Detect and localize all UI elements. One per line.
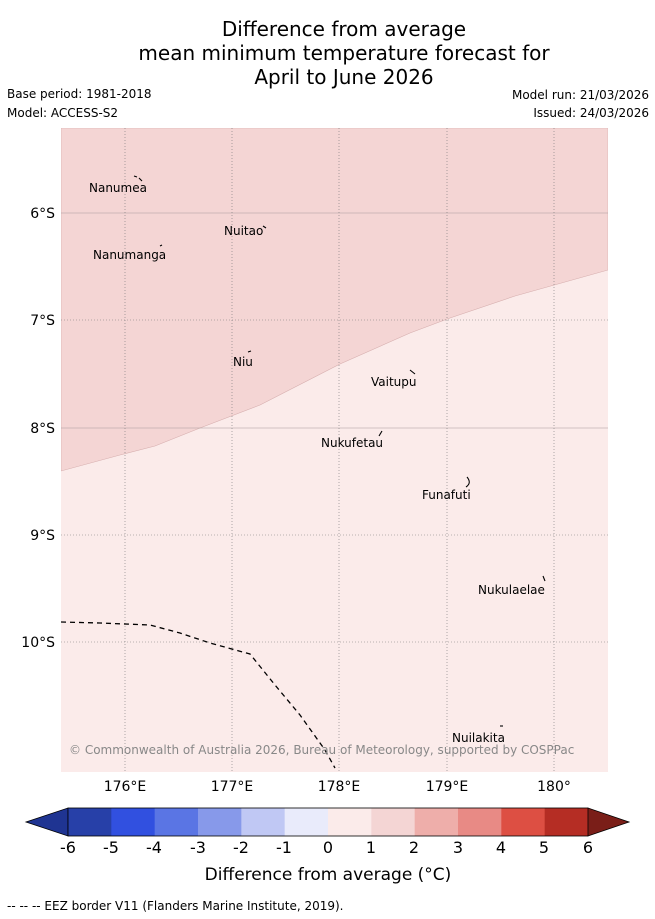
- model-name: Model: ACCESS-S2: [7, 106, 119, 120]
- colorbar-segment: [458, 808, 502, 836]
- title-line-1: Difference from average: [221, 17, 467, 41]
- colorbar-tick: -6: [60, 838, 76, 857]
- lon-label: 177°E: [211, 779, 254, 795]
- colorbar-segment: [284, 808, 329, 836]
- island-label: Nanumanga: [93, 248, 166, 262]
- colorbar-tick: 3: [452, 838, 464, 857]
- nanumanga-shape: [159, 244, 163, 247]
- colorbar-tick: -1: [276, 838, 292, 857]
- chart-title: Difference from average mean minimum tem…: [0, 17, 655, 89]
- colorbar-tick: -4: [146, 838, 162, 857]
- lat-label: 7°S: [30, 313, 55, 329]
- island-label: Nukulaelae: [478, 583, 545, 597]
- colorbar-segments: [68, 808, 589, 836]
- title-line-2: mean minimum temperature forecast for: [138, 41, 550, 65]
- copyright-notice: © Commonwealth of Australia 2026, Bureau…: [69, 743, 574, 757]
- eez-legend: -- -- -- EEZ border V11 (Flanders Marine…: [7, 899, 344, 913]
- lon-label: 179°E: [426, 779, 469, 795]
- lat-gridlines-solid: [61, 212, 608, 429]
- nukulaelae-shape: [542, 575, 546, 582]
- island-label: Niu: [233, 355, 253, 369]
- colorbar-segment: [241, 808, 286, 836]
- model-run: Model run: 21/03/2026: [511, 88, 649, 102]
- lat-label: 10°S: [21, 635, 55, 651]
- nanumea-shape: [133, 175, 143, 182]
- island-label: Nuilakita: [452, 731, 505, 745]
- colorbar-segment: [501, 808, 546, 836]
- island-label: Vaitupu: [371, 375, 417, 389]
- island-label: Nanumea: [89, 181, 147, 195]
- colorbar-tick: -2: [233, 838, 249, 857]
- nukufetau-shape: [378, 430, 383, 437]
- niu-shape: [247, 350, 252, 353]
- anomaly-region-1-2: [61, 128, 608, 472]
- eez-border: [61, 621, 336, 769]
- colorbar-segment: [544, 808, 589, 836]
- nuitao-shape: [262, 225, 267, 229]
- dotted-gridlines: [61, 128, 608, 772]
- issued-date: Issued: 24/03/2026: [533, 106, 649, 120]
- colorbar-segment: [68, 808, 112, 836]
- colorbar-tick: -3: [190, 838, 206, 857]
- lon-label: 178°E: [318, 779, 361, 795]
- colorbar-tick: -5: [103, 838, 119, 857]
- colorbar-segment: [414, 808, 459, 836]
- colorbar-segment: [154, 808, 199, 836]
- lon-label: 176°E: [104, 779, 147, 795]
- colorbar-tick: 2: [408, 838, 420, 857]
- colorbar-segment: [198, 808, 242, 836]
- island-shapes: [133, 175, 546, 727]
- colorbar: [24, 807, 631, 837]
- colorbar-arrow-high: [587, 807, 631, 837]
- colorbar-title: Difference from average (°C): [204, 865, 452, 885]
- colorbar-tick: 6: [582, 838, 594, 857]
- colorbar-tick: 5: [538, 838, 550, 857]
- lat-label: 6°S: [30, 206, 55, 222]
- colorbar-tick: 0: [322, 838, 334, 857]
- base-period: Base period: 1981-2018: [7, 87, 152, 101]
- lat-label: 8°S: [30, 421, 55, 437]
- colorbar-segment: [371, 808, 416, 836]
- colorbar-segment: [328, 808, 372, 836]
- lat-label: 9°S: [30, 528, 55, 544]
- colorbar-outline: [67, 807, 589, 837]
- lon-label: 180°: [537, 779, 571, 795]
- map-area: Nanumea Nuitao Nanumanga Niu Vaitupu Nuk…: [61, 128, 608, 772]
- vaitupu-shape: [409, 369, 416, 375]
- island-label: Nuitao: [224, 224, 263, 238]
- funafuti-shape: [465, 476, 470, 488]
- colorbar-segment: [111, 808, 156, 836]
- island-label: Funafuti: [422, 488, 471, 502]
- colorbar-tick: 1: [365, 838, 377, 857]
- island-label: Nukufetau: [321, 436, 383, 450]
- title-line-3: April to June 2026: [254, 65, 434, 89]
- colorbar-tick: 4: [495, 838, 507, 857]
- colorbar-arrow-low: [24, 807, 69, 837]
